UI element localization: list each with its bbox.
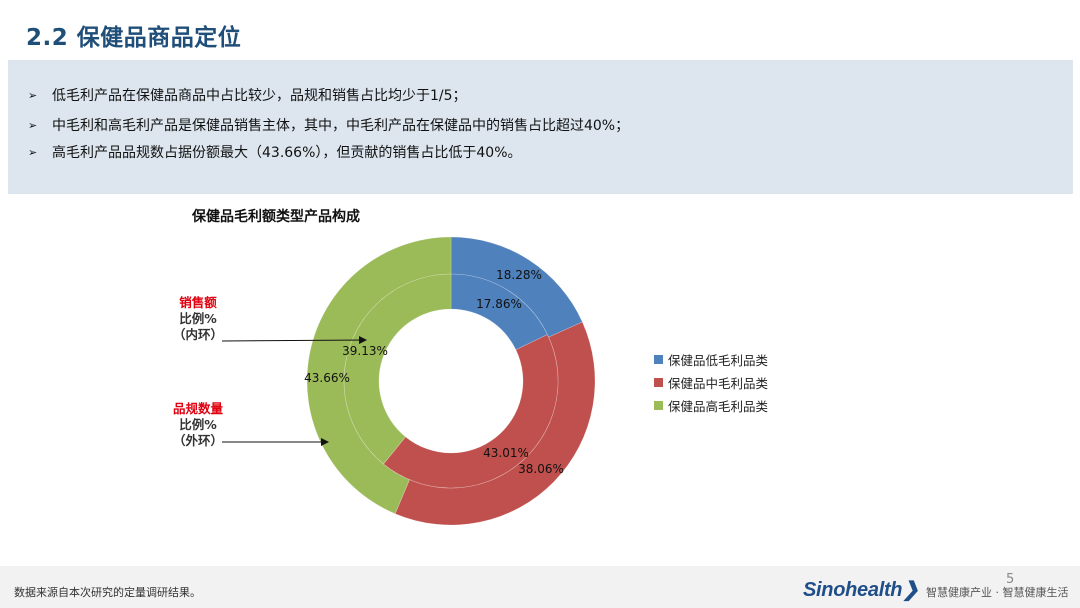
sales-annotation-ring: （内环） [172, 327, 223, 342]
slice-label: 17.86% [476, 297, 522, 311]
legend-swatch [654, 355, 663, 364]
slice-label: 43.66% [304, 371, 350, 385]
outer-ring [306, 236, 596, 526]
legend-label: 保健品高毛利品类 [668, 399, 769, 414]
brand-x-icon: ❯ [902, 579, 919, 601]
slice-label: 43.01% [483, 446, 529, 460]
chart-legend: 保健品低毛利品类 保健品中毛利品类 保健品高毛利品类 [654, 348, 768, 417]
sales-annotation-ratio: 比例% [179, 311, 217, 326]
sku-annotation: 品规数量 比例% （外环） [162, 401, 234, 449]
slice-label: 39.13% [342, 344, 388, 358]
legend-item: 保健品高毛利品类 [654, 394, 768, 417]
page-number: 5 [1006, 572, 1015, 587]
summary-point-text: 高毛利产品品规数占据份额最大（43.66%），但贡献的销售占比低于40%。 [52, 145, 522, 161]
summary-box: ➢ 低毛利产品在保健品商品中占比较少，品规和销售占比均少于1/5； ➢ 中毛利和… [8, 60, 1073, 194]
sku-annotation-ratio: 比例% [179, 417, 217, 432]
bullet-arrow-icon: ➢ [28, 88, 38, 102]
bullet-arrow-icon: ➢ [28, 118, 38, 132]
legend-label: 保健品低毛利品类 [668, 353, 769, 368]
bullet-arrow-icon: ➢ [28, 145, 38, 159]
inner-ring-slice [343, 273, 452, 465]
summary-point: ➢ 低毛利产品在保健品商品中占比较少，品规和销售占比均少于1/5； [28, 85, 467, 105]
footer-bar: 数据来源自本次研究的定量调研结果。 Sinohealth❯ 智慧健康产业 · 智… [0, 566, 1080, 608]
annotation-arrows [221, 336, 367, 446]
page-title: 2.2 保健品商品定位 [26, 25, 242, 51]
sales-annotation-title: 销售额 [179, 295, 217, 310]
sku-annotation-ring: （外环） [172, 433, 223, 448]
sales-annotation: 销售额 比例% （内环） [164, 295, 232, 343]
legend-label: 保健品中毛利品类 [668, 376, 769, 391]
legend-item: 保健品低毛利品类 [654, 348, 768, 371]
outer-ring-slice [394, 321, 596, 526]
brand-name: Sinohealth [803, 579, 903, 601]
sales-annotation-arrow [221, 336, 367, 345]
legend-swatch [654, 401, 663, 410]
slice-label: 18.28% [496, 268, 542, 282]
brand-logo: Sinohealth❯ [803, 577, 919, 602]
legend-swatch [654, 378, 663, 387]
brand-tagline: 智慧健康产业 · 智慧健康生活 [926, 586, 1069, 599]
inner-ring-slice [383, 334, 559, 489]
inner-ring [343, 273, 559, 489]
slice-label: 38.06% [518, 462, 564, 476]
legend-item: 保健品中毛利品类 [654, 371, 768, 394]
summary-point: ➢ 中毛利和高毛利产品是保健品销售主体，其中，中毛利产品在保健品中的销售占比超过… [28, 115, 629, 135]
summary-point-text: 低毛利产品在保健品商品中占比较少，品规和销售占比均少于1/5； [52, 88, 467, 104]
summary-point-text: 中毛利和高毛利产品是保健品销售主体，其中，中毛利产品在保健品中的销售占比超过40… [52, 118, 630, 134]
summary-point: ➢ 高毛利产品品规数占据份额最大（43.66%），但贡献的销售占比低于40%。 [28, 142, 522, 162]
chart-title: 保健品毛利额类型产品构成 [192, 209, 360, 225]
sku-annotation-title: 品规数量 [172, 401, 223, 416]
data-source-note: 数据来源自本次研究的定量调研结果。 [14, 586, 201, 599]
slice-labels: 18.28% 38.06% 43.66% 17.86% 43.01% 39.13% [304, 268, 564, 476]
